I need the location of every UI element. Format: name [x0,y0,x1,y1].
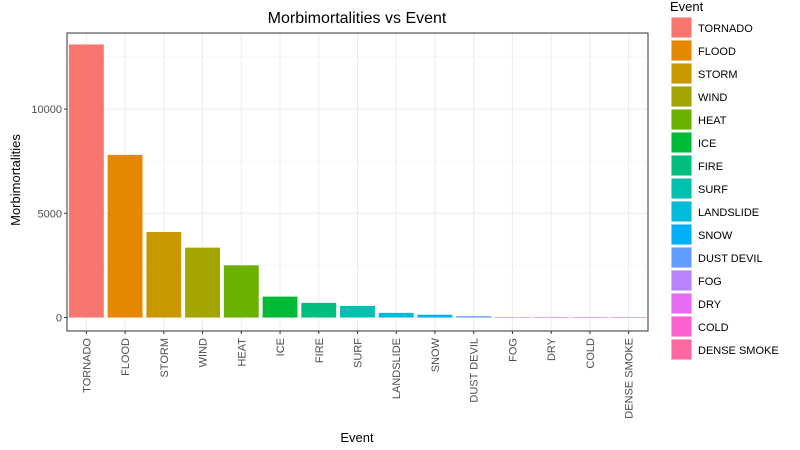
legend-swatch [671,155,692,176]
bar-heat [223,265,259,318]
bar-snow [417,314,453,318]
y-tick-label: 10000 [31,104,62,116]
plot-panel: 0 5000 10000 TORNADO FLOOD STORM WIND HEAT ICE FI… [31,32,649,419]
bar-dense-smoke [611,317,647,318]
legend-swatch [671,293,692,314]
legend-swatch [671,109,692,130]
legend-title: Event [670,0,704,14]
bar-wind [185,247,220,318]
legend-label: TORNADO [698,23,753,35]
x-tick-label: HEAT [236,338,248,367]
bar-flood [107,154,143,318]
legend-swatch [671,316,692,337]
y-tick-label: 0 [56,312,62,324]
legend-label: DUST DEVIL [698,253,763,265]
chart-title: Morbimortalities vs Event [268,10,447,27]
x-tick-label: FLOOD [120,338,132,376]
x-axis-title: Event [340,430,374,445]
legend-swatch [671,86,692,107]
y-axis-title: Morbimortalities [8,134,23,226]
bar-fog [495,317,530,318]
x-tick-label: SNOW [430,337,442,372]
legend-label: SURF [698,184,728,196]
legend-label: SNOW [698,230,733,242]
x-tick-label: ICE [275,338,287,356]
legend-label: FOG [698,276,722,288]
legend-label: COLD [698,322,729,334]
legend: Event TORNADO FLOOD STORM WIND HEAT ICE FIRE SU… [670,0,779,360]
bar-fire [301,302,337,318]
legend-label: DENSE SMOKE [698,345,779,357]
x-tick-label: SURF [353,338,365,368]
legend-swatch [671,40,692,61]
legend-label: LANDSLIDE [698,207,759,219]
bar-dry [533,317,569,318]
x-tick-label: DENSE SMOKE [624,338,636,419]
x-tick-label: COLD [585,338,597,369]
legend-swatch [671,339,692,360]
legend-swatch [671,247,692,268]
bar-landslide [378,312,414,318]
legend-swatch [671,270,692,291]
y-tick-label: 5000 [38,208,62,220]
x-tick-label: DUST DEVIL [469,338,481,403]
x-tick-label: STORM [159,338,171,378]
legend-swatch [671,132,692,153]
x-tick-label: TORNADO [81,338,93,393]
bar-storm [146,232,182,318]
bar-tornado [68,44,104,318]
legend-label: HEAT [698,115,727,127]
x-tick-label: FOG [507,338,519,362]
x-tick-label: LANDSLIDE [391,338,403,399]
legend-label: DRY [698,299,722,311]
legend-swatch [671,17,692,38]
legend-swatch [671,63,692,84]
x-tick-label: FIRE [314,338,326,363]
legend-swatch [671,224,692,245]
legend-label: FLOOD [698,46,736,58]
bar-cold [572,317,608,318]
bar-dust-devil [456,316,492,318]
x-tick-label: DRY [546,337,558,361]
legend-swatch [671,178,692,199]
x-tick-label: WIND [198,338,210,367]
bar-surf [340,305,375,318]
legend-label: STORM [698,69,738,81]
bar-ice [262,296,298,318]
legend-label: WIND [698,92,727,104]
legend-swatch [671,201,692,222]
legend-label: FIRE [698,161,723,173]
legend-label: ICE [698,138,716,150]
